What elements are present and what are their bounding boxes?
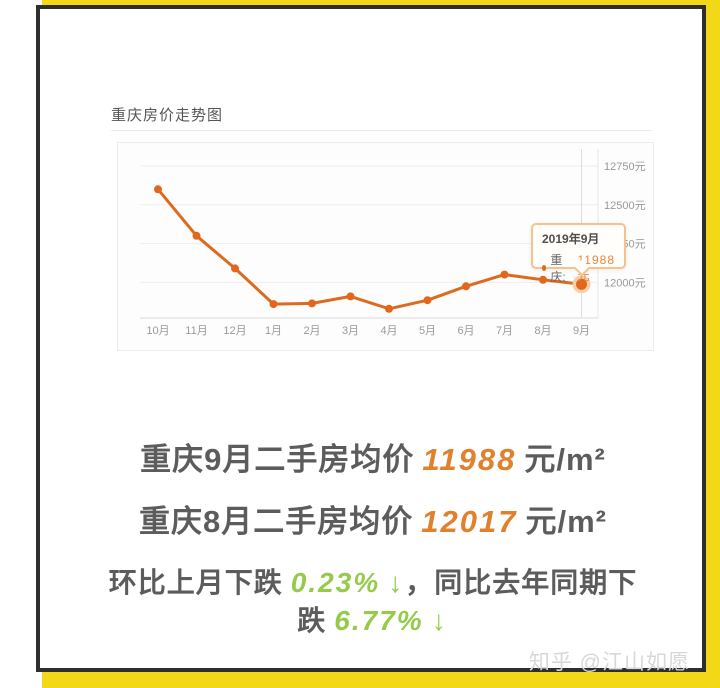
x-axis-label: 8月: [534, 325, 551, 337]
data-point[interactable]: [308, 299, 316, 308]
tooltip-series-row: 重庆: 11988元: [542, 251, 615, 285]
summary-line-change-2: 跌 6.77% ↓: [40, 599, 706, 639]
september-price-value: 11988: [422, 442, 517, 477]
summary-2-suffix: 元/m²: [525, 504, 607, 539]
yoy-prefix-2: 跌: [297, 605, 327, 636]
mom-prefix: 环比上月下跌: [108, 567, 283, 598]
x-axis-label: 10月: [146, 325, 169, 337]
summary-line-august: 重庆8月二手房均价 12017 元/m²: [40, 496, 706, 541]
chart-title: 重庆房价走势图: [111, 107, 224, 124]
data-point[interactable]: [385, 304, 393, 313]
data-point[interactable]: [269, 300, 278, 309]
chart-tooltip: 2019年9月 重庆: 11988元: [531, 223, 626, 284]
summary-line-september: 重庆9月二手房均价 11988 元/m²: [40, 434, 706, 479]
y-axis-label: 12000元: [604, 277, 646, 289]
y-axis-label: 12750元: [604, 161, 646, 173]
tooltip-series-label: 重庆:: [550, 253, 566, 284]
x-axis-label: 2月: [303, 325, 320, 337]
x-axis-label: 3月: [342, 325, 359, 337]
data-point[interactable]: [231, 264, 239, 273]
highlighted-data-point-core[interactable]: [576, 278, 587, 290]
summary-line-change-1: 环比上月下跌 0.23% ↓，同比去年同期下: [40, 561, 706, 601]
data-point[interactable]: [154, 185, 162, 194]
down-arrow-icon-2: ↓: [431, 605, 447, 636]
data-point[interactable]: [423, 296, 432, 305]
price-chart-panel: 12750元12500元12250元12000元10月11月12月1月2月3月4…: [117, 142, 654, 351]
yoy-percent-value: 6.77%: [334, 605, 424, 636]
price-line-chart[interactable]: 12750元12500元12250元12000元10月11月12月1月2月3月4…: [118, 143, 653, 350]
data-point[interactable]: [192, 231, 201, 240]
mom-percent-value: 0.23%: [290, 567, 381, 598]
data-point[interactable]: [462, 282, 470, 291]
x-axis-label: 4月: [380, 325, 397, 337]
title-divider: [111, 130, 652, 131]
data-point[interactable]: [539, 275, 547, 284]
watermark: 知乎 @江山如愿: [528, 651, 690, 674]
summary-2-prefix: 重庆8月二手房均价: [139, 504, 414, 539]
data-point[interactable]: [346, 292, 355, 301]
down-arrow-icon: ↓: [388, 567, 404, 598]
price-series-line: [156, 187, 583, 311]
summary-1-suffix: 元/m²: [524, 442, 606, 477]
x-axis-label: 9月: [573, 325, 590, 337]
x-axis-label: 12月: [223, 325, 246, 337]
content-card: 重庆房价走势图 12750元12500元12250元12000元10月11月12…: [36, 5, 706, 674]
x-axis-label: 7月: [496, 325, 513, 337]
summary-1-prefix: 重庆9月二手房均价: [140, 442, 415, 477]
tooltip-date: 2019年9月: [542, 232, 600, 246]
august-price-value: 12017: [421, 504, 518, 539]
x-axis-label: 11月: [185, 325, 207, 337]
data-point[interactable]: [500, 270, 509, 279]
x-axis-label: 6月: [457, 325, 474, 337]
x-axis-label: 1月: [265, 325, 282, 337]
yoy-prefix: ，同比去年同期下: [405, 567, 638, 598]
y-axis-label: 12500元: [604, 200, 646, 212]
x-axis-label: 5月: [419, 325, 436, 337]
series-dot-icon: [542, 265, 547, 271]
